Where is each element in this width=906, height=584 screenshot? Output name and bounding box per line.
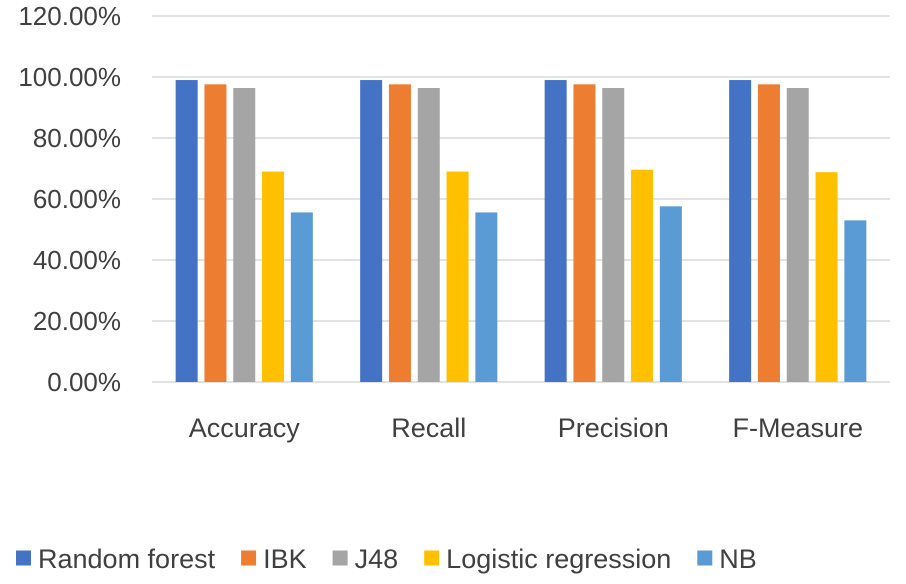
legend-label: Random forest: [38, 544, 216, 574]
legend-label: J48: [355, 544, 399, 574]
legend-swatch: [16, 550, 31, 566]
legend: Random forest IBK J48 Logistic regression NB: [16, 544, 757, 574]
bar-random-forest-precision: [544, 80, 567, 383]
bar-ibk-precision: [573, 84, 596, 382]
bars: [175, 80, 867, 383]
bar-ibk-recall: [388, 84, 411, 382]
bar-j48-precision: [602, 87, 625, 382]
bar-random-forest-f-measure: [729, 80, 752, 383]
bar-ibk-accuracy: [204, 84, 227, 382]
x-category-label: Precision: [558, 413, 669, 443]
bar-j48-recall: [417, 87, 440, 382]
y-tick-label: 120.00%: [18, 1, 121, 31]
bar-nb-accuracy: [290, 212, 313, 382]
y-tick-label: 40.00%: [33, 245, 121, 275]
legend-label: IBK: [263, 544, 307, 574]
legend-swatch: [424, 550, 440, 566]
bar-logistic-regression-recall: [446, 171, 469, 382]
bar-nb-f-measure: [844, 220, 867, 382]
bar-ibk-f-measure: [757, 84, 780, 382]
bar-j48-f-measure: [786, 87, 809, 382]
y-tick-label: 0.00%: [47, 367, 121, 397]
bar-random-forest-accuracy: [175, 80, 198, 383]
bar-logistic-regression-f-measure: [815, 172, 838, 382]
legend-label: NB: [719, 544, 757, 574]
bar-random-forest-recall: [360, 80, 383, 383]
bar-logistic-regression-accuracy: [262, 171, 285, 382]
legend-label: Logistic regression: [446, 544, 671, 574]
bar-j48-accuracy: [233, 87, 256, 382]
y-tick-label: 20.00%: [33, 306, 121, 336]
legend-swatch: [697, 550, 713, 566]
x-category-label: F-Measure: [732, 413, 863, 443]
x-category-label: Accuracy: [189, 413, 301, 443]
bar-nb-recall: [475, 212, 498, 382]
y-axis-tick-labels: 0.00% 20.00% 40.00% 60.00% 80.00% 100.00% 120.…: [18, 1, 121, 397]
x-category-label: Recall: [391, 413, 466, 443]
bar-nb-precision: [659, 206, 682, 382]
y-tick-label: 60.00%: [33, 184, 121, 214]
bar-logistic-regression-precision: [631, 169, 654, 382]
legend-swatch: [332, 550, 348, 566]
y-tick-label: 80.00%: [33, 123, 121, 153]
legend-swatch: [241, 550, 257, 566]
x-axis-category-labels: Accuracy Recall Precision F-Measure: [189, 413, 863, 443]
y-tick-label: 100.00%: [18, 62, 121, 92]
